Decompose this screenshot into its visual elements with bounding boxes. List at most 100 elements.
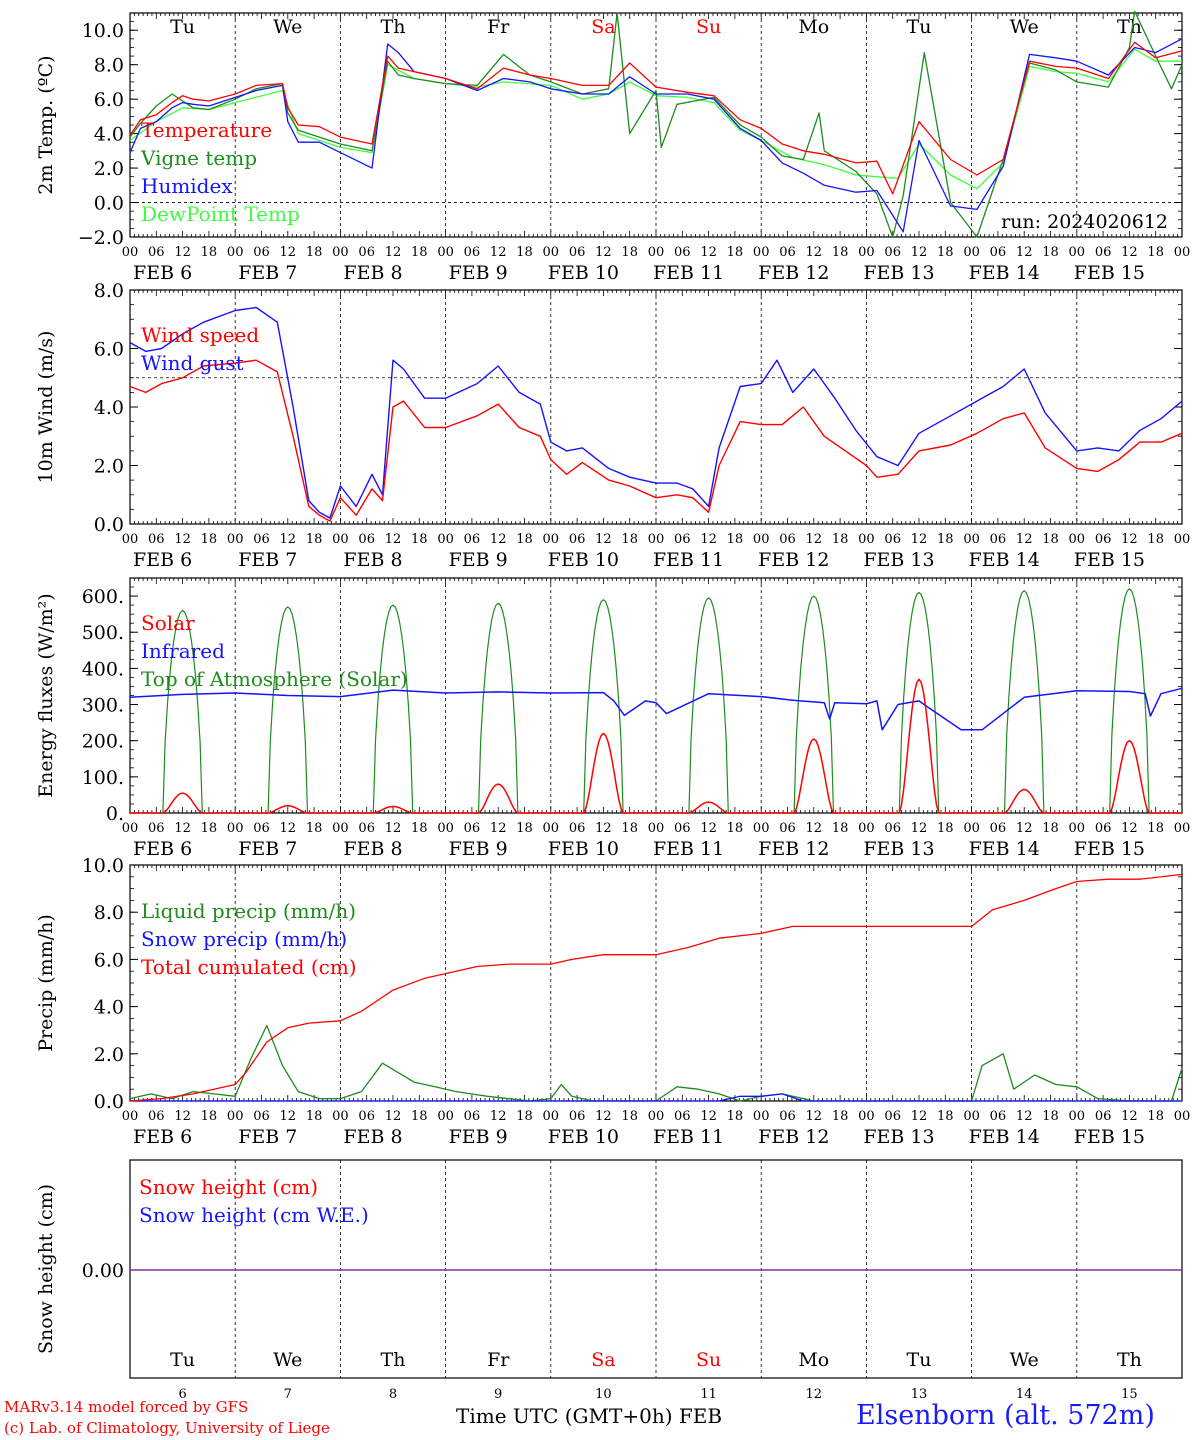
hour-tick-label: 00: [332, 245, 349, 260]
hour-tick-label: 00: [122, 1109, 139, 1124]
hour-tick-label: 18: [832, 821, 849, 836]
hour-tick-label: 12: [1121, 532, 1138, 547]
date-number: 8: [389, 1387, 397, 1402]
hour-tick-label: 00: [543, 532, 560, 547]
hour-tick-label: 06: [253, 821, 270, 836]
day-name-top: Mo: [798, 16, 829, 38]
date-label: FEB 11: [653, 838, 724, 860]
hour-tick-label: 00: [648, 532, 665, 547]
date-label: FEB 8: [343, 838, 402, 860]
y-tick-label: 0.: [106, 803, 124, 825]
hour-tick-label: 06: [358, 821, 375, 836]
hour-tick-label: 18: [1042, 245, 1059, 260]
hour-tick-label: 00: [858, 245, 875, 260]
hour-tick-label: 00: [227, 245, 244, 260]
hour-tick-label: 00: [963, 1109, 980, 1124]
date-label: FEB 11: [653, 549, 724, 571]
date-label: FEB 15: [1074, 262, 1145, 284]
hour-tick-label: 06: [253, 532, 270, 547]
date-number: 12: [806, 1387, 823, 1402]
day-name-top: We: [273, 16, 302, 38]
hour-tick-label: 00: [648, 245, 665, 260]
legend-entry: Total cumulated (cm): [141, 955, 357, 979]
hour-tick-label: 18: [516, 1109, 533, 1124]
hour-tick-label: 06: [569, 532, 586, 547]
hour-tick-label: 06: [148, 1109, 165, 1124]
hour-tick-label: 00: [1174, 532, 1191, 547]
hour-tick-label: 18: [937, 1109, 954, 1124]
hour-tick-label: 18: [306, 532, 323, 547]
date-label: FEB 14: [969, 549, 1040, 571]
hour-tick-label: 12: [174, 245, 191, 260]
date-label: FEB 12: [758, 549, 829, 571]
y-axis-label: Snow height (cm): [35, 1184, 57, 1354]
legend-entry: Wind speed: [141, 323, 259, 347]
hour-tick-label: 06: [990, 821, 1007, 836]
model-credit: MARv3.14 model forced by GFS: [4, 1398, 249, 1416]
date-label: FEB 15: [1074, 838, 1145, 860]
date-label: FEB 9: [449, 1126, 508, 1148]
hour-tick-label: 00: [1174, 1109, 1191, 1124]
hour-tick-label: 06: [990, 532, 1007, 547]
hour-tick-label: 06: [148, 245, 165, 260]
date-label: FEB 9: [449, 549, 508, 571]
legend-entry: Humidex: [141, 174, 233, 198]
hour-tick-label: 12: [385, 1109, 402, 1124]
y-tick-label: 6.0: [94, 339, 124, 361]
hour-tick-label: 06: [358, 245, 375, 260]
hour-tick-label: 12: [1121, 245, 1138, 260]
hour-tick-label: 12: [490, 821, 507, 836]
hour-tick-label: 18: [621, 821, 638, 836]
hour-tick-label: 12: [700, 245, 717, 260]
date-label: FEB 9: [449, 838, 508, 860]
hour-tick-label: 06: [884, 532, 901, 547]
hour-tick-label: 12: [911, 821, 928, 836]
hour-tick-label: 18: [516, 245, 533, 260]
hour-tick-label: 06: [990, 1109, 1007, 1124]
hour-tick-label: 00: [648, 1109, 665, 1124]
hour-tick-label: 12: [806, 1109, 823, 1124]
y-tick-label: 8.0: [94, 902, 124, 924]
date-label: FEB 10: [548, 838, 619, 860]
date-label: FEB 9: [449, 262, 508, 284]
hour-tick-label: 00: [122, 532, 139, 547]
hour-tick-label: 06: [464, 1109, 481, 1124]
hour-tick-label: 18: [411, 245, 428, 260]
y-tick-label: 2.0: [94, 158, 124, 180]
y-tick-label: 600.: [82, 586, 124, 608]
hour-tick-label: 18: [1147, 245, 1164, 260]
hour-tick-label: 06: [253, 1109, 270, 1124]
series-wind-gust: [129, 306, 1183, 519]
y-tick-label: 200.: [82, 731, 124, 753]
hour-tick-label: 18: [937, 821, 954, 836]
date-label: FEB 15: [1074, 549, 1145, 571]
date-label: FEB 6: [133, 1126, 192, 1148]
hour-tick-label: 12: [806, 821, 823, 836]
hour-tick-label: 00: [753, 532, 770, 547]
hour-tick-label: 00: [437, 245, 454, 260]
hour-tick-label: 12: [911, 532, 928, 547]
hour-tick-label: 00: [1069, 1109, 1086, 1124]
hour-tick-label: 18: [937, 245, 954, 260]
legend-entry: Vigne temp: [140, 146, 257, 170]
day-name-bottom: Th: [381, 1349, 406, 1371]
hour-tick-label: 18: [621, 532, 638, 547]
day-name-bottom: Th: [1117, 1349, 1142, 1371]
hour-tick-label: 18: [1042, 821, 1059, 836]
y-tick-label: 0.0: [94, 193, 124, 215]
hour-tick-label: 18: [306, 1109, 323, 1124]
hour-tick-label: 00: [543, 245, 560, 260]
hour-tick-label: 18: [411, 821, 428, 836]
y-tick-label: 400.: [82, 658, 124, 680]
hour-tick-label: 12: [385, 532, 402, 547]
y-tick-label: 8.0: [94, 280, 124, 302]
y-tick-label: 4.0: [94, 997, 124, 1019]
hour-tick-label: 12: [385, 245, 402, 260]
day-name-top: Fr: [487, 16, 510, 38]
hour-tick-label: 18: [1042, 532, 1059, 547]
y-tick-label: 0.0: [94, 1091, 124, 1113]
hour-tick-label: 06: [1095, 532, 1112, 547]
day-name-top: Su: [696, 16, 721, 38]
hour-tick-label: 12: [1016, 532, 1033, 547]
hour-tick-label: 06: [884, 821, 901, 836]
